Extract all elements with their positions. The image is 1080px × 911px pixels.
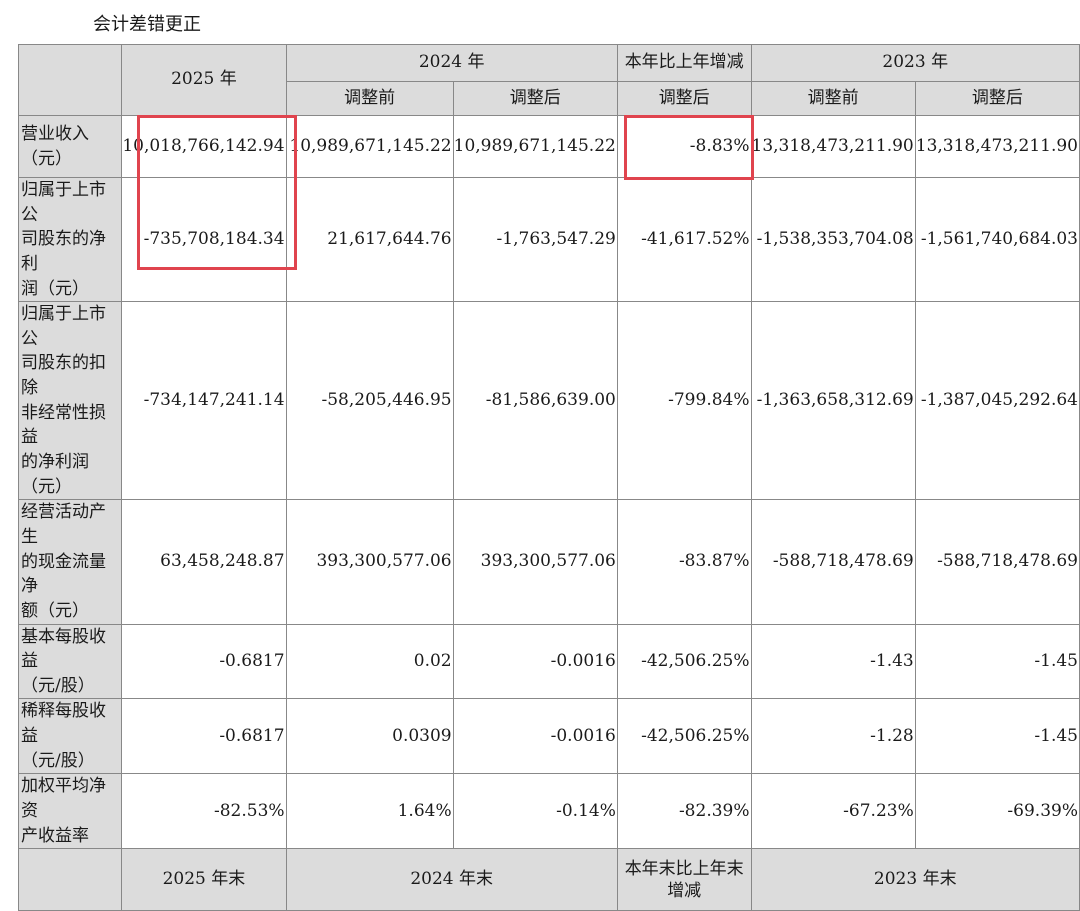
header-2024-before: 调整前 (285, 81, 454, 116)
table-cell: -588,718,478.69 (750, 499, 916, 625)
table-cell: 393,300,577.06 (285, 499, 454, 625)
table-cell: -0.0016 (452, 698, 618, 775)
row-label: 加权平均净资 产收益率 (17, 773, 123, 850)
table-row: 归属于上市公 司股东的净利 润（元） -735,708,184.34 21,617,… (17, 176, 1080, 303)
table-cell: -1.43 (750, 623, 916, 700)
table-cell: 0.0309 (285, 698, 454, 775)
table-cell: 13,318,473,211.90 (750, 115, 916, 178)
table-cell: 10,989,671,145.22 (452, 115, 618, 178)
header-2023: 2023 年 (750, 44, 1080, 82)
footer-2023-end: 2023 年末 (750, 848, 1080, 911)
table-cell: 13,318,473,211.90 (914, 115, 1080, 178)
footer-2024-end: 2024 年末 (285, 848, 618, 911)
table-cell: -0.14% (452, 773, 618, 850)
header-change-after: 调整后 (616, 81, 752, 116)
table-cell: -1,387,045,292.64 (914, 301, 1080, 501)
table-cell: 393,300,577.06 (452, 499, 618, 625)
header-corner (17, 44, 123, 116)
table-cell: 21,617,644.76 (285, 176, 454, 303)
table-cell: -41,617.52% (616, 176, 752, 303)
table-cell: -58,205,446.95 (285, 301, 454, 501)
table-cell: -1.45 (914, 623, 1080, 700)
table-caption: 会计差错更正 (93, 14, 201, 35)
header-change: 本年比上年增减 (616, 44, 752, 82)
header-2024-after: 调整后 (452, 81, 618, 116)
table-footer-row: 2025 年末 2024 年末 本年末比上年末 增减 2023 年末 (17, 848, 1080, 911)
table-cell: -735,708,184.34 (121, 176, 287, 303)
table-cell: 0.02 (285, 623, 454, 700)
table-cell: -1,561,740,684.03 (914, 176, 1080, 303)
table-cell: -67.23% (750, 773, 916, 850)
table-row: 稀释每股收益 （元/股） -0.6817 0.0309 -0.0016 -42,5… (17, 698, 1080, 775)
financial-data-table: 2025 年 2024 年 本年比上年增减 2023 年 调整前 调整后 调整后… (17, 44, 1080, 911)
table-cell: -0.0016 (452, 623, 618, 700)
table-row: 归属于上市公 司股东的扣除 非经常性损益 的净利润 （元） -734,147,241.1… (17, 301, 1080, 501)
table-row: 营业收入 （元） 10,018,766,142.94 10,989,671,145… (17, 115, 1080, 178)
row-label: 基本每股收益 （元/股） (17, 623, 123, 700)
table-cell: 63,458,248.87 (121, 499, 287, 625)
row-label: 归属于上市公 司股东的扣除 非经常性损益 的净利润 （元） (17, 301, 123, 501)
table-cell: -588,718,478.69 (914, 499, 1080, 625)
header-2023-before: 调整前 (750, 81, 916, 116)
table-cell: -8.83% (616, 115, 752, 178)
table-cell: -83.87% (616, 499, 752, 625)
table-cell: -42,506.25% (616, 698, 752, 775)
table-cell: -0.6817 (121, 623, 287, 700)
table-cell: 10,989,671,145.22 (285, 115, 454, 178)
table-cell: -0.6817 (121, 698, 287, 775)
table-cell: -81,586,639.00 (452, 301, 618, 501)
row-label: 稀释每股收益 （元/股） (17, 698, 123, 775)
table-cell: -734,147,241.14 (121, 301, 287, 501)
table-cell: -1.45 (914, 698, 1080, 775)
header-2025: 2025 年 (121, 44, 287, 116)
table-row: 基本每股收益 （元/股） -0.6817 0.02 -0.0016 -42,506… (17, 623, 1080, 700)
table-cell: 10,018,766,142.94 (121, 115, 287, 178)
footer-2025-end: 2025 年末 (121, 848, 287, 911)
row-label: 归属于上市公 司股东的净利 润（元） (17, 176, 123, 303)
table-row: 经营活动产生 的现金流量净 额（元） 63,458,248.87 393,300,5… (17, 499, 1080, 625)
table-cell: -82.39% (616, 773, 752, 850)
table-cell: -42,506.25% (616, 623, 752, 700)
table-cell: -82.53% (121, 773, 287, 850)
footer-change-end: 本年末比上年末 增减 (616, 848, 752, 911)
table-cell: -69.39% (914, 773, 1080, 850)
table-cell: -799.84% (616, 301, 752, 501)
table-cell: -1,538,353,704.08 (750, 176, 916, 303)
footer-corner (17, 848, 123, 911)
table-cell: -1.28 (750, 698, 916, 775)
table-cell: -1,363,658,312.69 (750, 301, 916, 501)
table-cell: -1,763,547.29 (452, 176, 618, 303)
table-row: 加权平均净资 产收益率 -82.53% 1.64% -0.14% -82.39% … (17, 773, 1080, 850)
row-label: 营业收入 （元） (17, 115, 123, 178)
table-cell: 1.64% (285, 773, 454, 850)
header-2024: 2024 年 (285, 44, 618, 82)
header-2023-after: 调整后 (914, 81, 1080, 116)
row-label: 经营活动产生 的现金流量净 额（元） (17, 499, 123, 625)
